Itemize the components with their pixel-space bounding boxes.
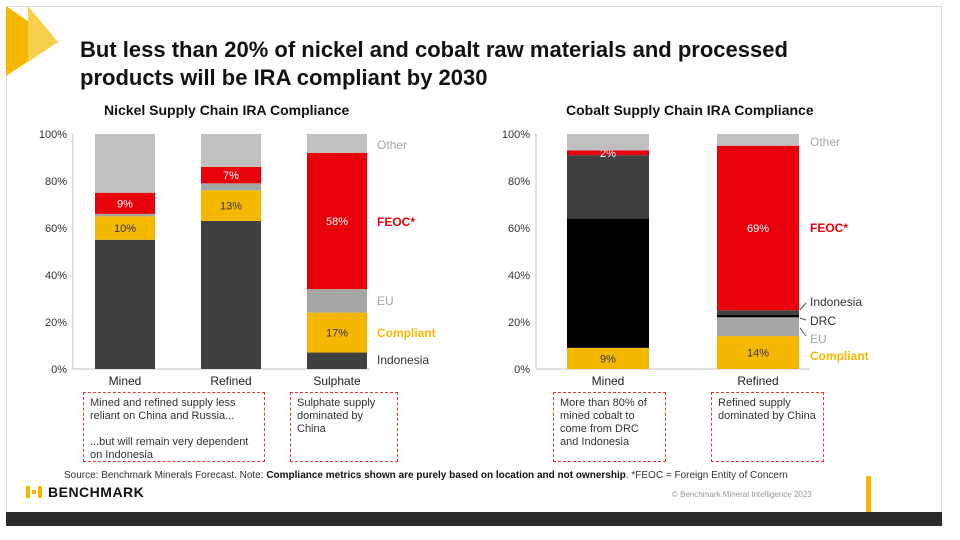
y-tick-label: 0% bbox=[51, 364, 67, 376]
y-tick-label: 60% bbox=[45, 223, 67, 235]
legend-leader-line bbox=[799, 327, 807, 337]
x-tick-label: Refined bbox=[210, 374, 251, 388]
bottom-bar bbox=[6, 512, 942, 526]
nickel-chart: 0% 20% 40% 60% 80% 100% 10% 9% Mined 13% 7% Refined… bbox=[39, 129, 436, 388]
bar-segment-sulphate-feoc bbox=[307, 152, 367, 290]
data-label: 2% bbox=[600, 148, 616, 160]
legend-label-indonesia: Indonesia bbox=[810, 295, 862, 309]
legend-label-drc: DRC bbox=[810, 314, 836, 328]
y-tick-label: 80% bbox=[508, 176, 530, 188]
legend-label-other: Other bbox=[810, 135, 840, 149]
bar-segment-sulphate-other bbox=[307, 134, 367, 153]
data-label: 69% bbox=[747, 223, 769, 235]
note-nickel-mined-refined: Mined and refined supply less reliant on… bbox=[83, 392, 265, 462]
note-cobalt-refined: Refined supply dominated by China bbox=[711, 392, 824, 462]
legend-label-compliant: Compliant bbox=[377, 326, 436, 340]
bar-segment-mined-eu bbox=[95, 213, 155, 217]
bar-segment-mined-compliant bbox=[95, 216, 155, 240]
y-tick-label: 40% bbox=[45, 270, 67, 282]
data-label: 9% bbox=[117, 198, 133, 210]
brand-name: BENCHMARK bbox=[48, 484, 145, 500]
y-tick-label: 40% bbox=[508, 270, 530, 282]
note-cobalt-mined: More than 80% of mined cobalt to come fr… bbox=[553, 392, 666, 462]
y-tick-label: 60% bbox=[508, 223, 530, 235]
bar-segment-refined-compliant bbox=[717, 336, 799, 369]
benchmark-logo-icon bbox=[26, 486, 42, 498]
note-nickel-sulphate: Sulphate supply dominated by China bbox=[290, 392, 398, 462]
accent-line bbox=[866, 476, 871, 522]
nickel-chart-title: Nickel Supply Chain IRA Compliance bbox=[104, 102, 350, 118]
x-tick-label: Sulphate bbox=[313, 374, 361, 388]
x-tick-label: Refined bbox=[737, 374, 778, 388]
bar-segment-refined-drc bbox=[717, 314, 799, 318]
x-tick-label: Mined bbox=[109, 374, 142, 388]
legend-label-compliant: Compliant bbox=[810, 349, 869, 363]
legend-label-feoc: FEOC* bbox=[810, 221, 848, 235]
data-label: 10% bbox=[114, 223, 136, 235]
bar-segment-mined-indonesia bbox=[567, 155, 649, 219]
bar-segment-mined-feoc bbox=[567, 150, 649, 156]
data-label: 7% bbox=[223, 170, 239, 182]
x-tick-label: Mined bbox=[592, 374, 625, 388]
legend-label-eu: EU bbox=[810, 332, 827, 346]
data-label: 9% bbox=[600, 353, 616, 365]
brand-corner-icon bbox=[6, 6, 58, 76]
cobalt-chart-title: Cobalt Supply Chain IRA Compliance bbox=[566, 102, 814, 118]
bar-segment-refined-eu bbox=[201, 183, 261, 191]
y-tick-label: 100% bbox=[502, 129, 530, 141]
legend-label-other: Other bbox=[377, 138, 407, 152]
cobalt-chart: 0% 20% 40% 60% 80% 100% 9% 2% Mined 14% 69% Refined… bbox=[502, 129, 869, 388]
bar-segment-refined-eu bbox=[717, 317, 799, 337]
y-tick-label: 100% bbox=[39, 129, 67, 141]
bar-segment-sulphate-compliant bbox=[307, 312, 367, 353]
bar-segment-mined-feoc bbox=[95, 192, 155, 214]
brand-logo: BENCHMARK bbox=[26, 484, 144, 500]
copyright: © Benchmark Mineral Intelligence 2023 bbox=[672, 490, 812, 499]
y-tick-label: 0% bbox=[514, 364, 530, 376]
legend-leader-line bbox=[799, 302, 807, 311]
legend-label-feoc: FEOC* bbox=[377, 215, 415, 229]
y-tick-label: 80% bbox=[45, 176, 67, 188]
data-label: 13% bbox=[220, 201, 242, 213]
bar-segment-mined-compliant bbox=[567, 347, 649, 369]
bar-segment-refined-other bbox=[717, 134, 799, 146]
bar-segment-refined-compliant bbox=[201, 190, 261, 221]
bar-segment-sulphate-indonesia bbox=[307, 352, 367, 369]
bar-segment-mined-drc bbox=[567, 218, 649, 348]
legend-label-indonesia: Indonesia bbox=[377, 353, 429, 367]
slide-headline: But less than 20% of nickel and cobalt r… bbox=[80, 37, 788, 90]
data-label: 58% bbox=[326, 216, 348, 228]
data-label: 14% bbox=[747, 348, 769, 360]
bar-segment-mined-other bbox=[95, 134, 155, 193]
bar-segment-sulphate-eu bbox=[307, 289, 367, 313]
y-tick-label: 20% bbox=[45, 317, 67, 329]
bar-segment-refined-indonesia bbox=[717, 310, 799, 315]
bar-segment-mined-indonesia bbox=[95, 239, 155, 369]
bar-segment-refined-other bbox=[201, 134, 261, 167]
bar-segment-refined-feoc bbox=[717, 145, 799, 311]
data-label: 17% bbox=[326, 328, 348, 340]
y-tick-label: 20% bbox=[508, 317, 530, 329]
bar-segment-refined-feoc bbox=[201, 166, 261, 184]
source-note: Source: Benchmark Minerals Forecast. Not… bbox=[64, 470, 788, 481]
bar-segment-refined-indonesia bbox=[201, 220, 261, 369]
legend-label-eu: EU bbox=[377, 294, 394, 308]
legend-leader-line bbox=[799, 317, 807, 321]
bar-segment-mined-other bbox=[567, 134, 649, 151]
